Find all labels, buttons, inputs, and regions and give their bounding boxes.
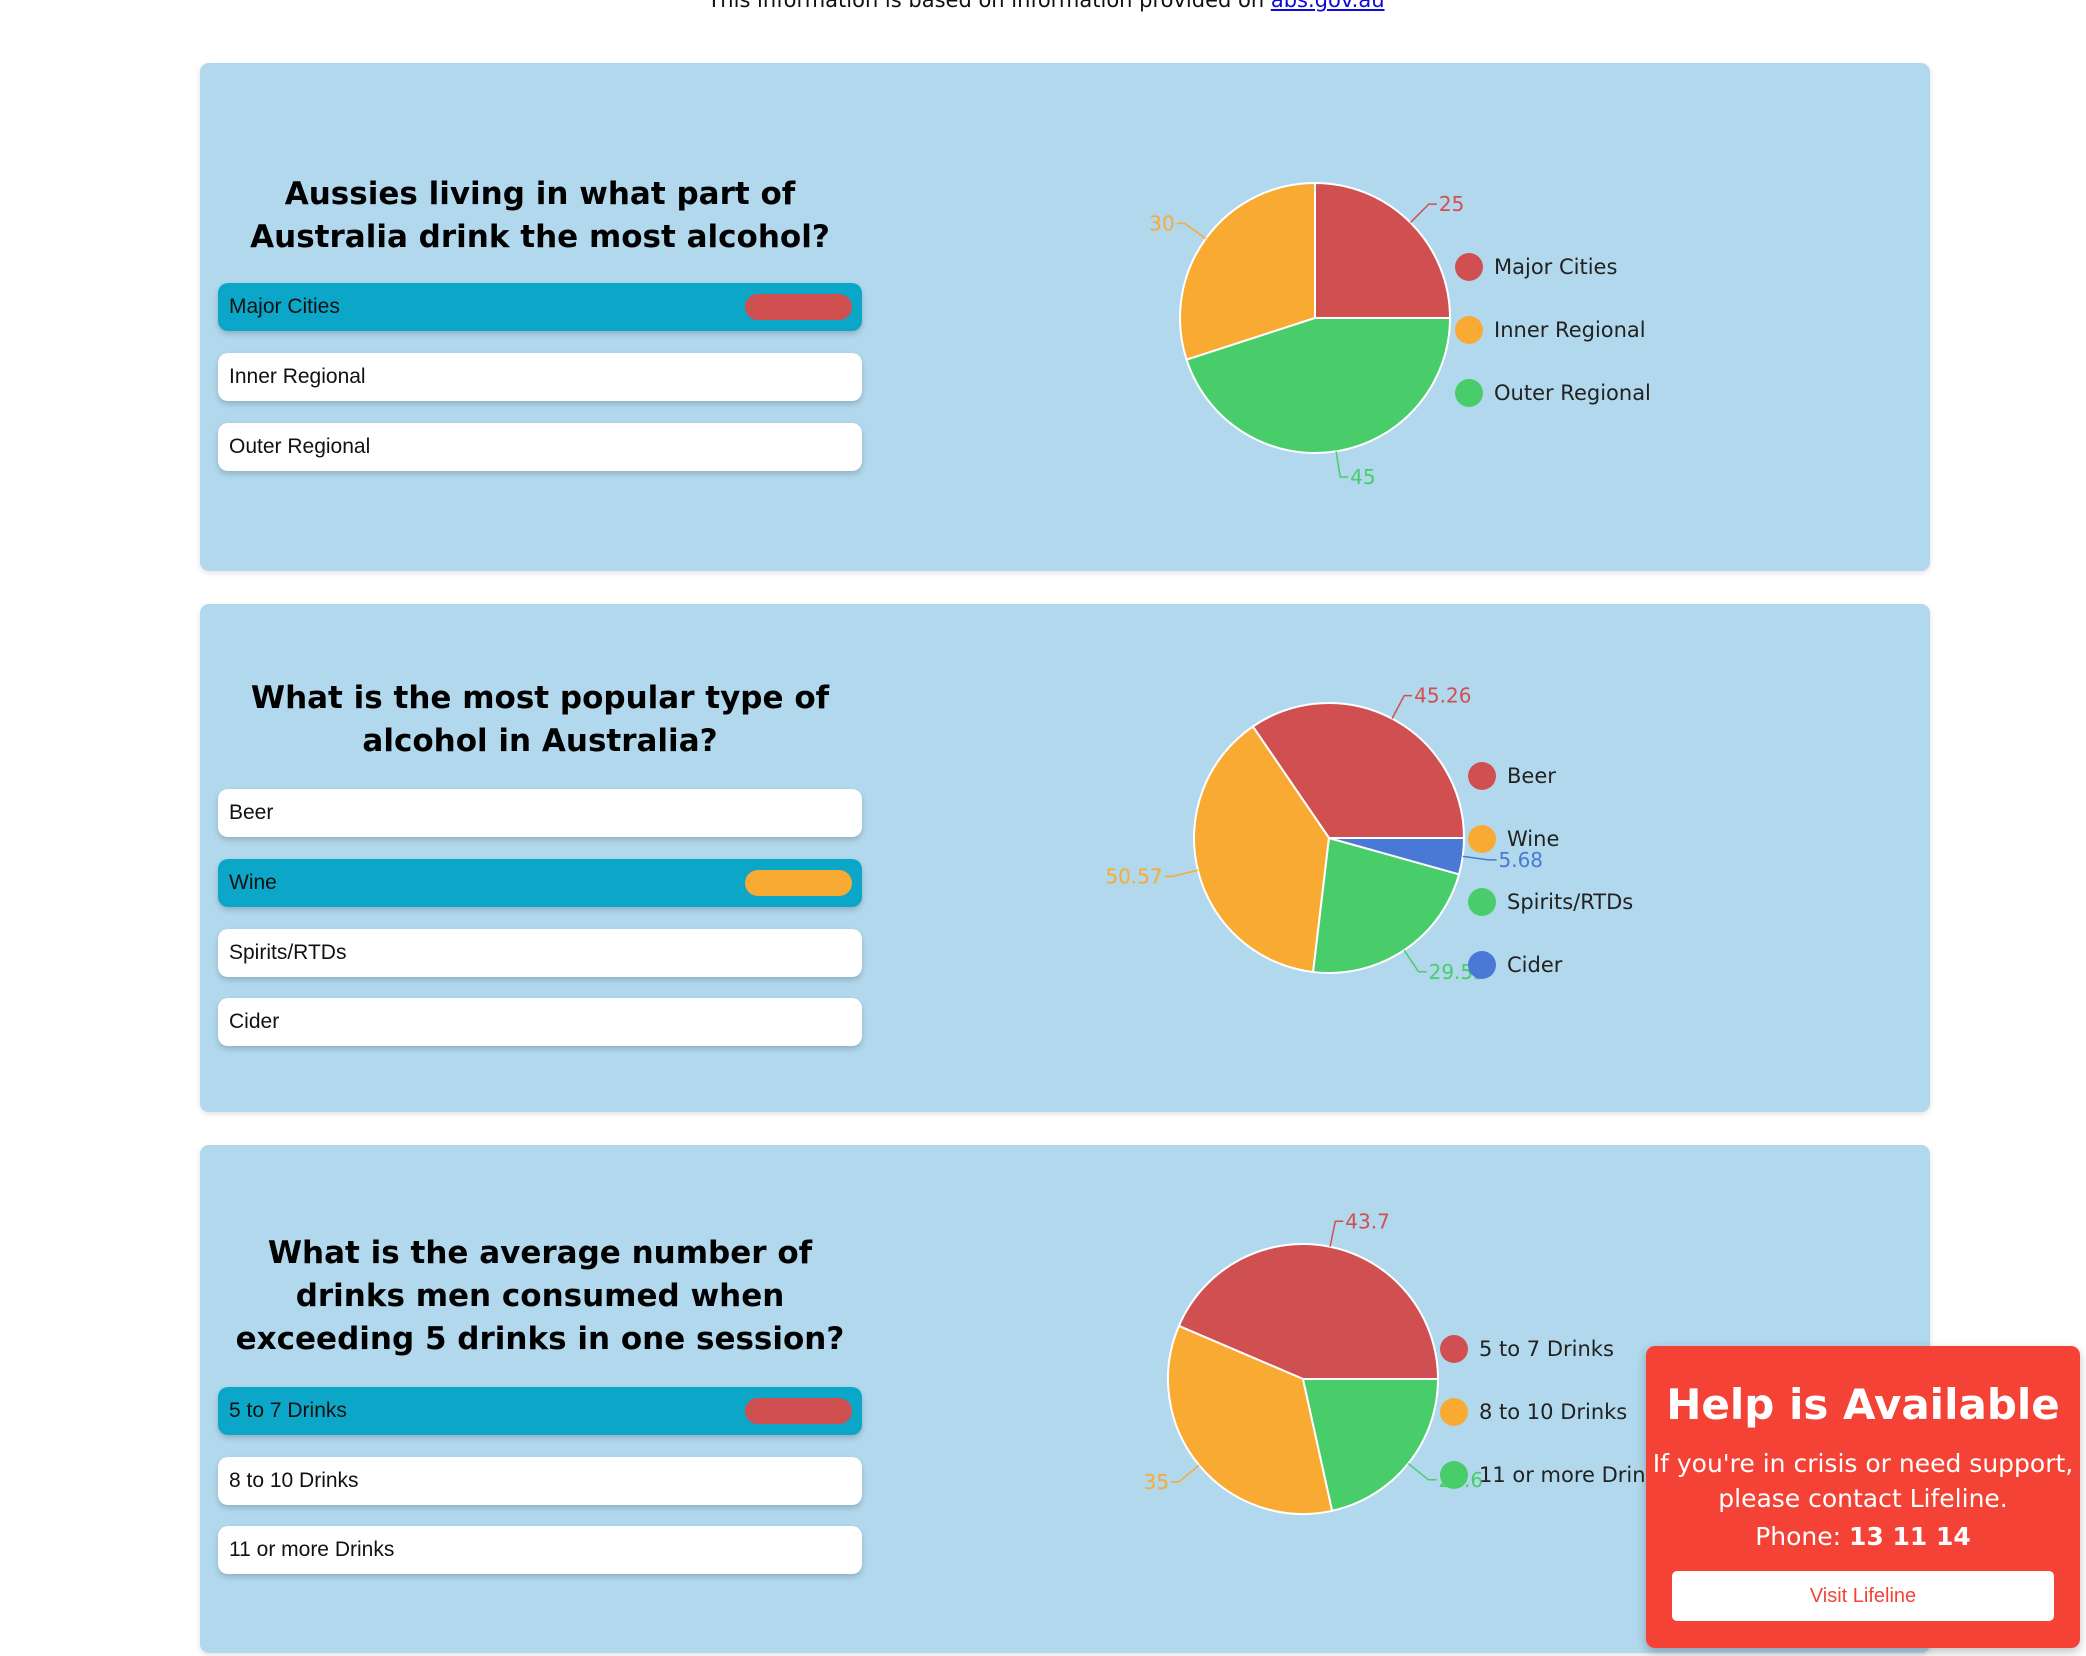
- pie-value-label: 35: [1144, 1470, 1169, 1494]
- legend-label: 5 to 7 Drinks: [1479, 1337, 1614, 1361]
- option-major-cities[interactable]: Major Cities: [218, 283, 862, 331]
- legend-label: 11 or more Drinks: [1479, 1463, 1669, 1487]
- question-title: What is the average number of drinks men…: [235, 1235, 845, 1357]
- help-line-2: please contact Lifeline.: [1718, 1484, 2008, 1513]
- legend-swatch: [1455, 253, 1483, 281]
- option-beer[interactable]: Beer: [218, 789, 862, 837]
- legend-label: Major Cities: [1494, 255, 1618, 279]
- legend-label: Outer Regional: [1494, 381, 1651, 405]
- quiz-card-alcohol-type: What is the most popular type of alcohol…: [200, 604, 1930, 1112]
- option-label: Beer: [229, 801, 274, 824]
- source-link[interactable]: abs.gov.au: [1270, 0, 1385, 12]
- option-label: Spirits/RTDs: [229, 941, 347, 964]
- option-8-to-10-drinks[interactable]: 8 to 10 Drinks: [218, 1457, 862, 1505]
- pie-label-line: [1164, 869, 1199, 878]
- selected-indicator: [745, 294, 852, 320]
- pie-label-line: [1176, 222, 1207, 240]
- option-outer-regional[interactable]: Outer Regional: [218, 423, 862, 471]
- pie-chart-drinks: 43.73521.6: [1144, 1209, 1483, 1515]
- help-title: Help is Available: [1666, 1380, 2060, 1429]
- selected-indicator: [745, 1398, 852, 1424]
- option-label: Wine: [229, 871, 277, 894]
- option-label: 11 or more Drinks: [229, 1538, 395, 1561]
- source-note: This information is based on information…: [3, 0, 2086, 12]
- pie-label-line: [1335, 451, 1349, 478]
- pie-slice-beer: [1251, 702, 1466, 839]
- legend-swatch: [1455, 379, 1483, 407]
- quiz-card-drinks-per-session: What is the average number of drinks men…: [200, 1145, 1930, 1653]
- option-cider[interactable]: Cider: [218, 998, 862, 1046]
- pie-slice-major-cities: [1314, 181, 1452, 319]
- visit-lifeline-button[interactable]: Visit Lifeline: [1672, 1571, 2054, 1621]
- legend-label: Spirits/RTDs: [1507, 890, 1634, 914]
- pie-value-label: 45.26: [1414, 684, 1471, 708]
- option-11-or-more-drinks[interactable]: 11 or more Drinks: [218, 1526, 862, 1574]
- legend-swatch: [1468, 762, 1496, 790]
- pie-label-line: [1403, 949, 1427, 973]
- pie-value-label: 30: [1149, 211, 1174, 235]
- pie-slice-11-or-more-drinks: [1301, 1378, 1440, 1513]
- pie-slice-spirits-rtds: [1311, 836, 1461, 974]
- legend-swatch: [1468, 951, 1496, 979]
- pie-value-label: 5.68: [1499, 848, 1544, 872]
- pie-slice-5-to-7-drinks: [1177, 1243, 1440, 1380]
- legend-label: Cider: [1507, 953, 1563, 977]
- selected-indicator: [745, 870, 852, 896]
- option-label: Major Cities: [229, 295, 340, 318]
- help-message: If you're in crisis or need support, ple…: [1646, 1446, 2080, 1516]
- option-label: Inner Regional: [229, 365, 366, 388]
- option-5-to-7-drinks[interactable]: 5 to 7 Drinks: [218, 1387, 862, 1435]
- phone-label: Phone:: [1755, 1522, 1850, 1551]
- option-spirits-rtds[interactable]: Spirits/RTDs: [218, 929, 862, 977]
- legend-swatch: [1468, 888, 1496, 916]
- legend-label: 8 to 10 Drinks: [1479, 1400, 1628, 1424]
- question-title: Aussies living in what part of Australia…: [250, 176, 830, 255]
- legend-label: Wine: [1507, 827, 1560, 851]
- legend-label: Beer: [1507, 764, 1556, 788]
- legend-swatch: [1468, 825, 1496, 853]
- pie-value-label: 43.7: [1345, 1209, 1390, 1233]
- pie-slice-8-to-10-drinks: [1167, 1324, 1334, 1515]
- source-text: This information is based on information…: [707, 0, 1271, 12]
- quiz-card-region: Aussies living in what part of Australia…: [200, 63, 1930, 571]
- option-label: Outer Regional: [229, 435, 371, 458]
- pie-label-line: [1171, 1464, 1200, 1483]
- help-panel: Help is Available If you're in crisis or…: [1646, 1346, 2080, 1648]
- pie-label-line: [1462, 855, 1497, 861]
- option-label: Cider: [229, 1010, 280, 1033]
- option-inner-regional[interactable]: Inner Regional: [218, 353, 862, 401]
- legend-swatch: [1440, 1398, 1468, 1426]
- pie-label-line: [1329, 1220, 1344, 1247]
- legend-swatch: [1440, 1461, 1468, 1489]
- legend-swatch: [1455, 316, 1483, 344]
- help-line-1: If you're in crisis or need support,: [1652, 1449, 2074, 1478]
- pie-slice-inner-regional: [1179, 181, 1316, 361]
- pie-value-label: 25: [1439, 192, 1464, 216]
- legend-swatch: [1440, 1335, 1468, 1363]
- pie-label-line: [1391, 694, 1413, 719]
- phone-number: 13 11 14: [1849, 1522, 1971, 1551]
- legend-label: Inner Regional: [1494, 318, 1646, 342]
- pie-label-line: [1409, 203, 1437, 224]
- option-label: 5 to 7 Drinks: [229, 1399, 347, 1422]
- question-title: What is the most popular type of alcohol…: [250, 680, 830, 759]
- pie-value-label: 45: [1350, 465, 1375, 489]
- help-phone: Phone: 13 11 14: [1646, 1522, 2080, 1551]
- pie-label-line: [1407, 1462, 1437, 1481]
- option-label: 8 to 10 Drinks: [229, 1469, 359, 1492]
- pie-value-label: 50.57: [1105, 864, 1162, 888]
- pie-slice-wine: [1193, 725, 1331, 974]
- pie-chart-region: 25 30 45: [1149, 181, 1464, 489]
- option-wine[interactable]: Wine: [218, 859, 862, 907]
